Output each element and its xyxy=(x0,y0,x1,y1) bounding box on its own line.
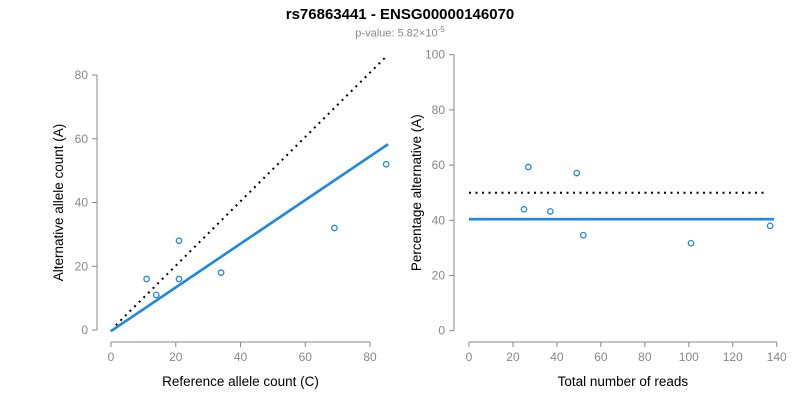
data-point xyxy=(152,291,160,299)
data-point xyxy=(143,275,150,283)
y-axis: 0 20 40 60 80 xyxy=(75,68,98,337)
data-point xyxy=(524,163,532,171)
data-point xyxy=(766,222,774,230)
page-title: rs76863441 - ENSG00000146070 xyxy=(285,6,515,23)
data-point xyxy=(217,269,225,276)
y-axis-tick-label: 0 xyxy=(438,324,445,338)
y-axis-title: Alternative allele count (A) xyxy=(51,124,66,282)
data-point xyxy=(175,237,183,245)
y-axis: 0 20 40 60 80 100 xyxy=(425,48,455,338)
y-axis-tick-label: 60 xyxy=(75,132,89,146)
x-axis-tick-label: 140 xyxy=(767,350,787,364)
p-value-text: p-value: 5.82×10 xyxy=(355,27,438,40)
data-point xyxy=(331,224,338,232)
y-axis-tick-label: 0 xyxy=(81,323,88,337)
x-axis-tick-label: 60 xyxy=(594,350,608,364)
data-point xyxy=(520,205,528,213)
y-axis-tick-label: 20 xyxy=(75,259,89,273)
x-axis-tick-label: 120 xyxy=(723,350,743,364)
y-axis-tick-label: 80 xyxy=(75,68,89,82)
data-point xyxy=(546,208,554,215)
x-axis-tick-label: 80 xyxy=(638,350,652,364)
data-points xyxy=(520,163,774,247)
data-point xyxy=(579,231,587,239)
data-points xyxy=(143,160,390,299)
x-axis-tick-label: 20 xyxy=(169,350,183,364)
y-axis-title: Percentage alternative (A) xyxy=(409,114,424,271)
data-point xyxy=(573,169,581,177)
x-axis-tick-label: 0 xyxy=(466,350,473,364)
y-axis-tick-label: 80 xyxy=(432,103,446,117)
x-axis-tick-label: 20 xyxy=(506,350,520,364)
y-axis-tick-label: 100 xyxy=(425,48,445,62)
allele-counts-scatter: 0 20 40 60 80 Alternative allele count (A) 0 20… xyxy=(51,55,390,389)
y-axis-tick-label: 40 xyxy=(432,213,446,227)
y-axis-tick-label: 40 xyxy=(75,196,89,210)
percentage-vs-reads-scatter: 0 20 40 60 80 100 Percentage alternative (A) 0 2… xyxy=(409,48,787,389)
data-point xyxy=(382,160,390,168)
x-axis-title: Total number of reads xyxy=(558,374,689,389)
x-axis-tick-label: 60 xyxy=(299,350,313,364)
identity-line xyxy=(115,55,388,326)
x-axis-tick-label: 40 xyxy=(550,350,564,364)
y-axis-tick-label: 20 xyxy=(432,269,446,283)
data-point xyxy=(175,275,183,283)
x-axis-title: Reference allele count (C) xyxy=(162,374,319,389)
x-axis: 0 20 40 60 80 100 120 140 xyxy=(466,341,787,364)
x-axis-tick-label: 40 xyxy=(234,350,248,364)
p-value-subtitle: p-value: 5.82×10-5 xyxy=(0,25,800,40)
p-value-exponent: -5 xyxy=(437,25,445,34)
x-axis-tick-label: 80 xyxy=(363,350,377,364)
y-axis-tick-label: 60 xyxy=(432,158,446,172)
fit-line xyxy=(109,143,389,333)
x-axis-tick-label: 100 xyxy=(679,350,699,364)
x-axis-tick-label: 0 xyxy=(108,350,115,364)
x-axis: 0 20 40 60 80 xyxy=(108,341,377,364)
data-point xyxy=(687,239,695,247)
